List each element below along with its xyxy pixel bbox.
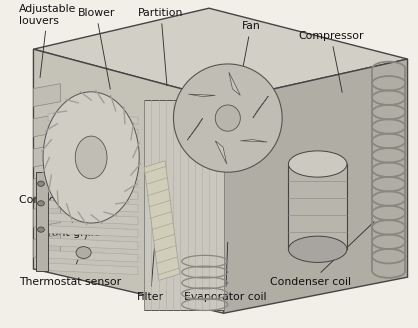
Polygon shape <box>229 72 240 95</box>
Polygon shape <box>253 96 268 118</box>
Polygon shape <box>33 144 61 167</box>
Polygon shape <box>48 176 138 187</box>
Polygon shape <box>48 238 138 250</box>
Text: Thermostat sensor: Thermostat sensor <box>19 229 121 287</box>
Polygon shape <box>33 8 408 100</box>
Text: Front grille: Front grille <box>42 199 100 238</box>
Polygon shape <box>187 118 203 140</box>
Polygon shape <box>48 201 138 212</box>
Polygon shape <box>48 151 138 162</box>
Polygon shape <box>48 251 138 262</box>
Polygon shape <box>189 94 215 97</box>
Text: Filter: Filter <box>137 222 164 302</box>
Ellipse shape <box>215 105 240 131</box>
Polygon shape <box>33 204 61 227</box>
Circle shape <box>38 201 44 206</box>
Polygon shape <box>144 161 180 280</box>
Polygon shape <box>48 113 138 125</box>
Circle shape <box>38 181 44 186</box>
Text: Adjustable
louvers: Adjustable louvers <box>19 4 76 78</box>
Polygon shape <box>48 188 138 200</box>
Polygon shape <box>33 49 224 313</box>
Text: Partition: Partition <box>138 8 184 86</box>
Text: Fan: Fan <box>239 21 260 89</box>
Polygon shape <box>224 59 408 313</box>
Polygon shape <box>36 172 48 271</box>
Text: Compressor: Compressor <box>298 31 364 92</box>
Polygon shape <box>48 226 138 237</box>
Polygon shape <box>240 139 267 142</box>
Ellipse shape <box>288 236 347 262</box>
Ellipse shape <box>75 136 107 179</box>
Polygon shape <box>33 235 61 257</box>
Text: Blower: Blower <box>77 8 115 89</box>
Text: Control panel: Control panel <box>19 170 92 205</box>
Polygon shape <box>48 126 138 137</box>
Polygon shape <box>33 174 61 197</box>
Polygon shape <box>33 114 61 137</box>
Ellipse shape <box>288 151 347 177</box>
Circle shape <box>38 227 44 232</box>
Circle shape <box>76 247 91 258</box>
Polygon shape <box>33 84 61 107</box>
Text: Evaporator coil: Evaporator coil <box>184 242 267 302</box>
Polygon shape <box>48 163 138 174</box>
Ellipse shape <box>173 64 282 172</box>
Text: Condenser coil: Condenser coil <box>270 222 374 287</box>
Polygon shape <box>215 141 227 164</box>
Polygon shape <box>48 138 138 150</box>
Ellipse shape <box>43 92 139 223</box>
Polygon shape <box>288 164 347 249</box>
Polygon shape <box>48 213 138 225</box>
Polygon shape <box>144 100 224 310</box>
Polygon shape <box>48 263 138 275</box>
